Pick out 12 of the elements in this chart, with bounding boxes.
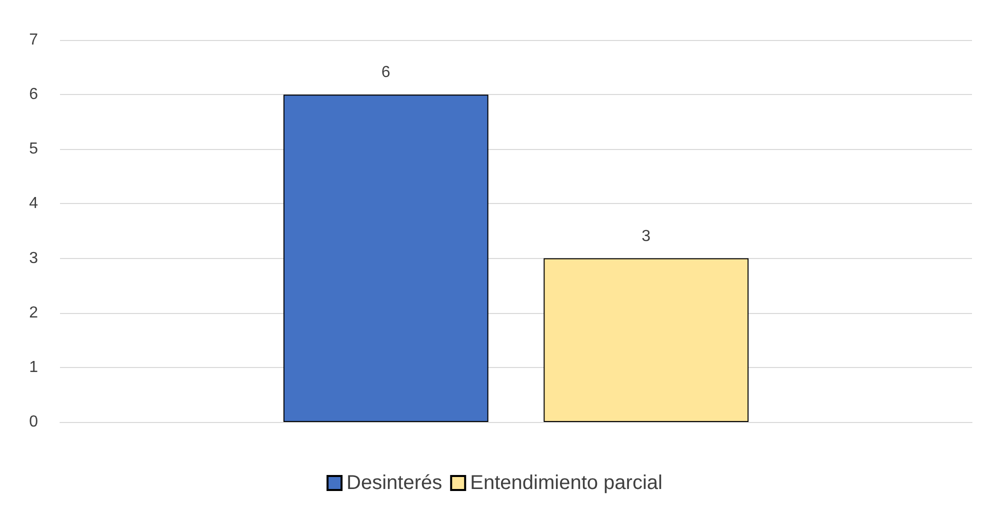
data-label: 6	[381, 64, 390, 82]
y-tick-label: 6	[29, 86, 38, 104]
y-tick-label: 5	[29, 140, 38, 158]
data-label: 3	[642, 228, 651, 245]
y-tick-label: 2	[29, 304, 38, 322]
y-tick-label: 4	[29, 195, 38, 212]
legend-label: Desinterés	[346, 472, 442, 494]
y-tick-label: 0	[29, 414, 38, 430]
legend-label: Entendimiento parcial	[470, 472, 662, 494]
y-tick-label: 1	[29, 358, 38, 376]
y-tick-label: 7	[29, 32, 38, 48]
y-tick-label: 3	[29, 250, 38, 267]
